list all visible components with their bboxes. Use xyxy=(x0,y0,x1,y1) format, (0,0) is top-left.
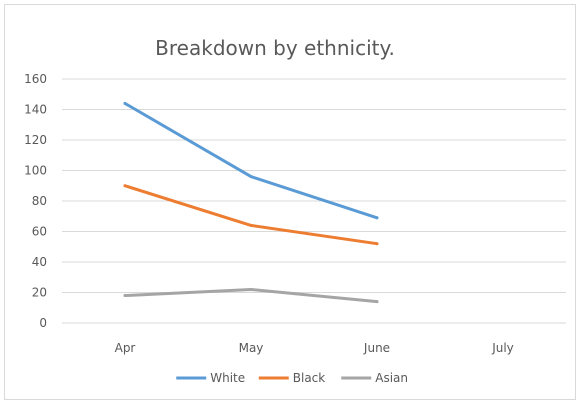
legend-label: Black xyxy=(293,371,326,385)
x-tick-label: May xyxy=(239,341,264,355)
series-lines xyxy=(123,101,379,304)
gridlines xyxy=(62,78,566,324)
series-line-asian xyxy=(123,287,379,304)
legend-item-black: Black xyxy=(258,371,326,385)
x-axis-tick-labels: Apr May June July xyxy=(115,341,514,355)
chart-title: Breakdown by ethnicity. xyxy=(155,36,395,60)
legend-item-white: White xyxy=(176,371,245,385)
data-point-asian xyxy=(375,300,379,304)
y-tick-label: 120 xyxy=(24,133,47,147)
data-point-black xyxy=(249,223,253,227)
y-tick-label: 80 xyxy=(32,194,47,208)
data-point-white xyxy=(249,175,253,179)
data-point-asian xyxy=(249,287,253,291)
y-axis-tick-labels: 0 20 40 60 80 100 120 140 160 xyxy=(24,72,47,330)
x-tick-label: July xyxy=(491,341,514,355)
data-point-black xyxy=(123,184,127,188)
x-tick-label: Apr xyxy=(115,341,136,355)
data-point-white xyxy=(123,101,127,105)
data-point-asian xyxy=(123,294,127,298)
data-point-black xyxy=(375,242,379,246)
legend: White Black Asian xyxy=(176,371,408,385)
data-point-white xyxy=(375,216,379,220)
y-tick-label: 0 xyxy=(39,316,47,330)
y-tick-label: 40 xyxy=(32,255,47,269)
legend-label: White xyxy=(210,371,245,385)
legend-label: Asian xyxy=(375,371,408,385)
x-tick-label: June xyxy=(363,341,390,355)
series-line-black xyxy=(123,184,379,246)
legend-item-asian: Asian xyxy=(341,371,408,385)
y-tick-label: 100 xyxy=(24,164,47,178)
y-tick-label: 160 xyxy=(24,72,47,86)
y-tick-label: 140 xyxy=(24,103,47,117)
chart-frame xyxy=(4,4,576,400)
y-tick-label: 20 xyxy=(32,286,47,300)
y-tick-label: 60 xyxy=(32,225,47,239)
